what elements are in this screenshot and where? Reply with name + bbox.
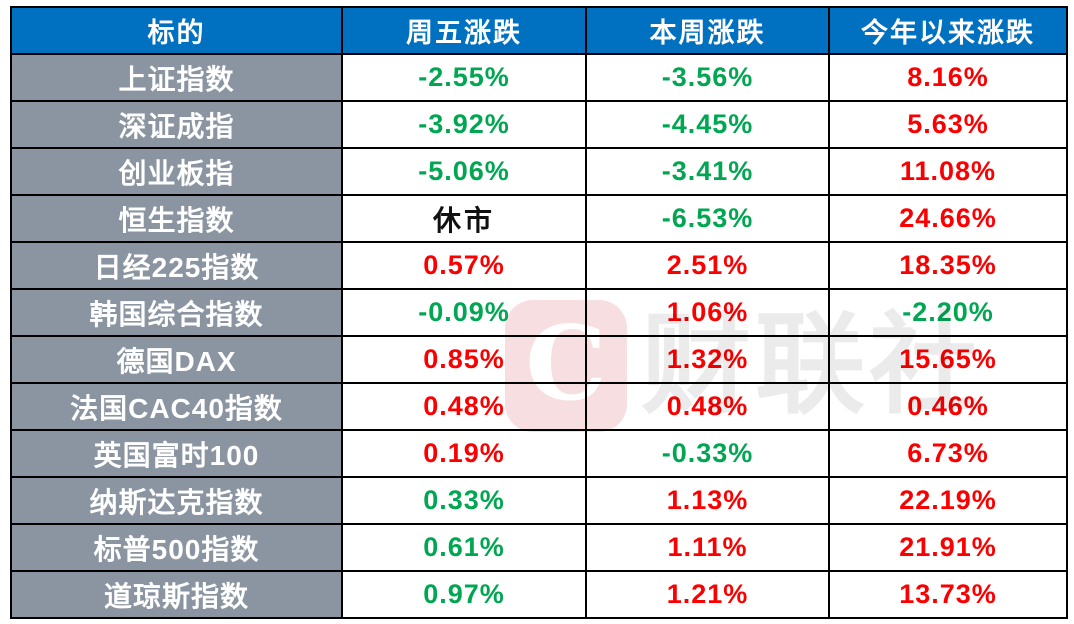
- index-name: 德国DAX: [10, 335, 343, 384]
- index-name: 恒生指数: [10, 194, 343, 243]
- ytd-change-value: 6.73%: [828, 429, 1068, 478]
- friday-change-value: 0.57%: [341, 241, 587, 290]
- table-header: 标的 周五涨跌 本周涨跌 今年以来涨跌: [10, 6, 1068, 55]
- week-change-value: -4.45%: [585, 100, 830, 149]
- header-week-change: 本周涨跌: [585, 6, 830, 55]
- index-name: 上证指数: [10, 53, 343, 102]
- ytd-change-value: 22.19%: [828, 476, 1068, 525]
- ytd-change-value: 11.08%: [828, 147, 1068, 196]
- table-row: 韩国综合指数 -0.09% 1.06% -2.20%: [10, 288, 1068, 337]
- week-change-value: -3.56%: [585, 53, 830, 102]
- table-row: 法国CAC40指数 0.48% 0.48% 0.46%: [10, 382, 1068, 431]
- friday-change-value: -0.09%: [341, 288, 587, 337]
- week-change-value: 1.21%: [585, 570, 830, 619]
- friday-change-value: -2.55%: [341, 53, 587, 102]
- ytd-change-value: 5.63%: [828, 100, 1068, 149]
- week-change-value: 0.48%: [585, 382, 830, 431]
- ytd-change-value: 13.73%: [828, 570, 1068, 619]
- ytd-change-value: 0.46%: [828, 382, 1068, 431]
- index-name: 创业板指: [10, 147, 343, 196]
- header-friday-change: 周五涨跌: [341, 6, 587, 55]
- index-name: 道琼斯指数: [10, 570, 343, 619]
- friday-change-value: 休市: [341, 194, 587, 243]
- table-row: 恒生指数 休市 -6.53% 24.66%: [10, 194, 1068, 243]
- table-row: 纳斯达克指数 0.33% 1.13% 22.19%: [10, 476, 1068, 525]
- table-row: 创业板指 -5.06% -3.41% 11.08%: [10, 147, 1068, 196]
- friday-change-value: 0.97%: [341, 570, 587, 619]
- ytd-change-value: 24.66%: [828, 194, 1068, 243]
- week-change-value: 1.11%: [585, 523, 830, 572]
- index-name: 纳斯达克指数: [10, 476, 343, 525]
- week-change-value: -3.41%: [585, 147, 830, 196]
- week-change-value: -6.53%: [585, 194, 830, 243]
- week-change-value: 1.06%: [585, 288, 830, 337]
- friday-change-value: 0.33%: [341, 476, 587, 525]
- index-name: 韩国综合指数: [10, 288, 343, 337]
- index-name: 英国富时100: [10, 429, 343, 478]
- friday-change-value: 0.61%: [341, 523, 587, 572]
- table-row: 日经225指数 0.57% 2.51% 18.35%: [10, 241, 1068, 290]
- index-name: 标普500指数: [10, 523, 343, 572]
- table-body: 上证指数 -2.55% -3.56% 8.16% 深证成指 -3.92% -4.…: [10, 53, 1068, 619]
- market-index-table: 标的 周五涨跌 本周涨跌 今年以来涨跌 上证指数 -2.55% -3.56% 8…: [10, 6, 1068, 619]
- header-target: 标的: [10, 6, 343, 55]
- ytd-change-value: -2.20%: [828, 288, 1068, 337]
- friday-change-value: -3.92%: [341, 100, 587, 149]
- header-ytd-change: 今年以来涨跌: [828, 6, 1068, 55]
- ytd-change-value: 15.65%: [828, 335, 1068, 384]
- friday-change-value: 0.48%: [341, 382, 587, 431]
- friday-change-value: 0.85%: [341, 335, 587, 384]
- table-row: 上证指数 -2.55% -3.56% 8.16%: [10, 53, 1068, 102]
- ytd-change-value: 8.16%: [828, 53, 1068, 102]
- table-row: 德国DAX 0.85% 1.32% 15.65%: [10, 335, 1068, 384]
- header-row: 标的 周五涨跌 本周涨跌 今年以来涨跌: [10, 6, 1068, 55]
- index-name: 深证成指: [10, 100, 343, 149]
- week-change-value: -0.33%: [585, 429, 830, 478]
- week-change-value: 1.13%: [585, 476, 830, 525]
- table-row: 英国富时100 0.19% -0.33% 6.73%: [10, 429, 1068, 478]
- ytd-change-value: 18.35%: [828, 241, 1068, 290]
- week-change-value: 1.32%: [585, 335, 830, 384]
- table-row: 道琼斯指数 0.97% 1.21% 13.73%: [10, 570, 1068, 619]
- index-name: 法国CAC40指数: [10, 382, 343, 431]
- friday-change-value: -5.06%: [341, 147, 587, 196]
- friday-change-value: 0.19%: [341, 429, 587, 478]
- table-row: 深证成指 -3.92% -4.45% 5.63%: [10, 100, 1068, 149]
- index-name: 日经225指数: [10, 241, 343, 290]
- ytd-change-value: 21.91%: [828, 523, 1068, 572]
- week-change-value: 2.51%: [585, 241, 830, 290]
- table-row: 标普500指数 0.61% 1.11% 21.91%: [10, 523, 1068, 572]
